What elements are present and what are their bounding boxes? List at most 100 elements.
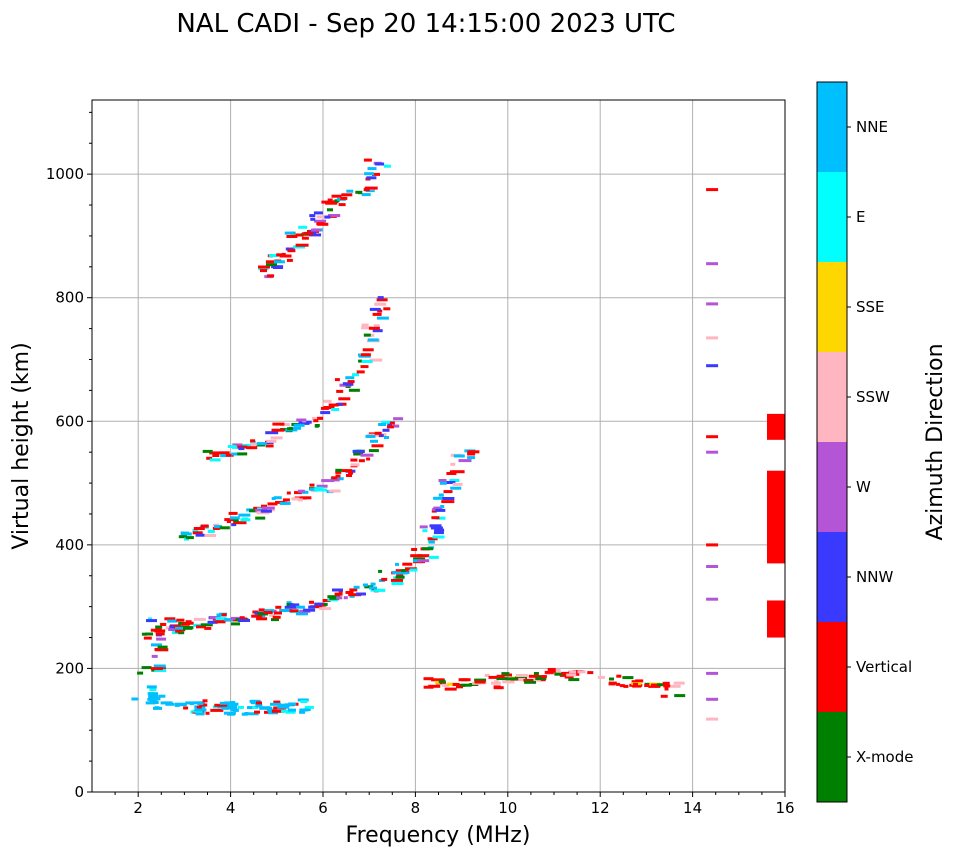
- echo-mark: [286, 491, 291, 495]
- echo-mark: [664, 687, 669, 691]
- x-tick-label: 14: [683, 799, 702, 817]
- echo-mark: [261, 706, 271, 710]
- echo-mark: [587, 671, 594, 675]
- echo-mark: [287, 427, 293, 431]
- echo-mark: [298, 421, 310, 425]
- echo-mark: [289, 609, 299, 613]
- echo-mark: [422, 547, 434, 551]
- echo-mark: [706, 697, 719, 701]
- echo-mark: [241, 712, 248, 716]
- echo-mark: [265, 431, 279, 435]
- echo-mark: [449, 470, 455, 474]
- echo-mark: [364, 172, 375, 176]
- echo-mark: [250, 442, 258, 446]
- echo-mark: [196, 625, 206, 629]
- echo-mark: [200, 524, 209, 528]
- echo-mark: [219, 701, 230, 705]
- echo-mark: [158, 694, 166, 698]
- echo-mark: [194, 708, 207, 712]
- echo-mark: [564, 675, 574, 679]
- echo-mark: [515, 674, 528, 677]
- echo-mark: [195, 533, 205, 537]
- echo-mark: [225, 453, 234, 457]
- echo-mark: [360, 365, 369, 369]
- colorbar-category-label: SSW: [856, 388, 890, 406]
- x-tick-label: 16: [775, 799, 794, 817]
- echo-mark: [141, 632, 147, 636]
- colorbar-category-label: E: [856, 208, 865, 226]
- data-marks: [131, 158, 785, 721]
- echo-mark: [237, 445, 248, 449]
- echo-mark: [378, 423, 387, 426]
- echo-mark: [255, 516, 266, 520]
- echo-mark: [706, 543, 719, 547]
- echo-mark: [597, 675, 605, 679]
- echo-mark: [147, 697, 155, 701]
- echo-mark: [350, 458, 358, 462]
- echo-mark: [670, 684, 681, 688]
- echo-mark: [277, 705, 290, 709]
- echo-mark: [474, 680, 486, 684]
- echo-mark: [433, 496, 445, 500]
- echo-mark: [327, 208, 333, 212]
- echo-mark: [410, 554, 423, 558]
- echo-mark: [301, 236, 309, 240]
- echo-mark: [372, 312, 382, 316]
- echo-mark: [417, 554, 430, 558]
- echo-mark: [219, 526, 230, 530]
- colorbar-swatch: [817, 172, 847, 262]
- echo-mark: [345, 382, 354, 386]
- echo-mark: [197, 702, 204, 705]
- echo-mark: [205, 534, 216, 537]
- echo-mark: [148, 692, 159, 696]
- echo-mark: [314, 219, 327, 223]
- echo-mark: [251, 614, 263, 618]
- echo-mark: [295, 233, 304, 237]
- echo-mark: [364, 186, 378, 190]
- echo-mark: [178, 703, 187, 707]
- echo-mark: [348, 471, 354, 475]
- echo-mark: [232, 443, 243, 447]
- echo-mark: [335, 468, 343, 472]
- echo-mark: [361, 323, 369, 327]
- echo-mark: [353, 452, 364, 456]
- echo-mark: [335, 470, 342, 474]
- echo-mark: [364, 585, 374, 589]
- echo-mark: [153, 706, 162, 710]
- echo-mark: [219, 451, 230, 455]
- echo-mark: [442, 497, 455, 500]
- echo-mark: [230, 701, 236, 704]
- echo-mark: [272, 260, 285, 264]
- colorbar-category-label: X-mode: [856, 748, 913, 766]
- echo-mark: [282, 498, 290, 502]
- echo-mark: [549, 669, 561, 673]
- echo-mark: [238, 619, 250, 622]
- echo-mark: [362, 348, 374, 352]
- echo-mark: [566, 673, 577, 677]
- echo-mark: [358, 459, 365, 463]
- echo-mark: [391, 582, 404, 585]
- echo-mark: [232, 708, 239, 712]
- echo-mark: [374, 588, 386, 592]
- echo-mark: [452, 683, 460, 686]
- echo-mark: [141, 666, 152, 670]
- echo-mark: [368, 449, 379, 453]
- echo-mark: [431, 678, 445, 682]
- echo-mark: [440, 505, 445, 508]
- echo-mark: [342, 469, 353, 473]
- plot-frame: [91, 99, 786, 793]
- x-axis: 2 4 6 8 10 12 14 16: [114, 792, 795, 817]
- echo-mark: [336, 389, 344, 393]
- echo-mark: [345, 376, 355, 380]
- echo-mark: [216, 613, 227, 617]
- echo-mark: [358, 359, 363, 363]
- echo-mark: [577, 670, 586, 674]
- echo-mark: [423, 685, 434, 689]
- echo-mark: [381, 577, 388, 581]
- echo-mark: [411, 548, 418, 551]
- echo-mark: [296, 418, 307, 422]
- echo-mark: [361, 193, 371, 197]
- echo-mark: [706, 336, 719, 340]
- echo-mark: [452, 470, 465, 474]
- echo-mark: [267, 502, 278, 506]
